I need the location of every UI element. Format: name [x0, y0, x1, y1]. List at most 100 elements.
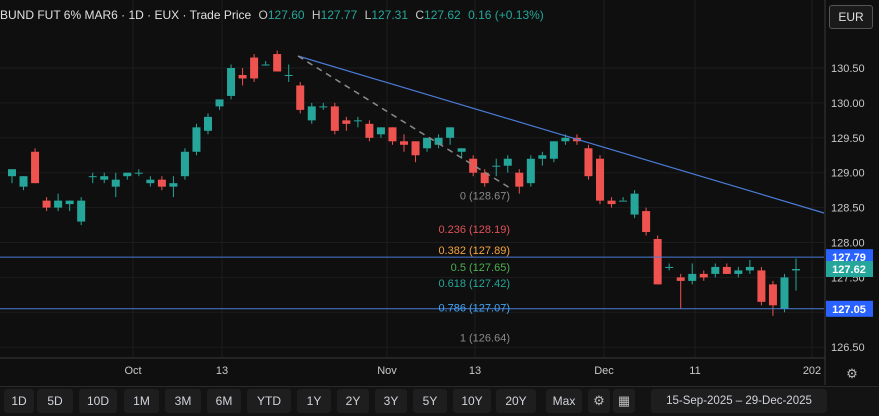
fib-level-label: 0.618 (127.42) — [438, 278, 510, 290]
candle-body — [423, 137, 432, 149]
candle-body — [100, 176, 109, 180]
candle-body — [365, 123, 374, 138]
chart-settings-icon[interactable]: ⚙ — [846, 366, 858, 381]
time-tick-label: Dec — [594, 365, 614, 377]
candle-body — [296, 85, 305, 110]
candle-body — [400, 141, 408, 145]
price-tick-label: 129.50 — [831, 133, 865, 145]
timeframe-5d-button[interactable]: 5D — [37, 389, 73, 413]
candle-body — [480, 172, 489, 184]
candle-body — [619, 200, 628, 202]
hline-price-tag: 127.05 — [832, 304, 866, 316]
time-tick-label: 13 — [216, 365, 228, 377]
price-tick-label: 128.50 — [831, 203, 865, 215]
open-label: O — [258, 8, 268, 22]
last-price-tag: 127.62 — [832, 264, 866, 276]
candle-body — [319, 106, 328, 108]
candle-body — [261, 64, 270, 66]
candle-body — [376, 127, 385, 135]
low-label: L — [364, 8, 372, 22]
candle-body — [711, 266, 720, 274]
fib-level-label: 0.786 (127.07) — [438, 302, 510, 314]
candle-body — [123, 172, 132, 177]
candle-body — [538, 155, 547, 159]
timeframe-3y-button[interactable]: 3Y — [375, 389, 407, 413]
candle-body — [446, 127, 455, 138]
candle-body — [515, 172, 524, 187]
candle-body — [526, 158, 535, 184]
candle-body — [607, 200, 616, 205]
candle-body — [134, 172, 143, 174]
price-tick-label: 130.50 — [831, 63, 865, 75]
candle-body — [54, 200, 63, 208]
candle-body — [792, 269, 800, 271]
candle-body — [146, 179, 155, 184]
candle-body — [192, 127, 201, 152]
candle-body — [250, 57, 259, 79]
candle-body — [688, 273, 697, 281]
candle-body — [722, 266, 731, 274]
price-tick-label: 130.00 — [831, 98, 865, 110]
timeframe-20y-button[interactable]: 20Y — [496, 389, 536, 413]
calendar-icon[interactable]: ▦ — [613, 389, 635, 413]
candle-body — [238, 74, 247, 79]
candle-body — [469, 158, 478, 173]
high-value: 127.77 — [320, 8, 358, 22]
timeframe-ytd-button[interactable]: YTD — [247, 389, 291, 413]
candle-body — [330, 106, 339, 131]
price-tick-label: 126.50 — [831, 342, 865, 354]
candle-body — [642, 211, 651, 233]
timeframe-max-button[interactable]: Max — [546, 389, 582, 413]
price-chart[interactable]: 0 (128.67) 0.236 (128.19) 0.382 (127.89) 0.… — [0, 0, 879, 385]
fib-level-label: 0 (128.67) — [460, 191, 510, 203]
time-tick-label: Oct — [124, 365, 141, 377]
fib-level-label: 0.236 (128.19) — [438, 224, 510, 236]
candle-body — [768, 284, 777, 306]
timeframe-1y-button[interactable]: 1Y — [297, 389, 331, 413]
timeframe-3m-button[interactable]: 3M — [165, 389, 201, 413]
fib-level-label: 1 (126.64) — [460, 332, 510, 344]
price-tick-label: 129.00 — [831, 168, 865, 180]
timeframe-6m-button[interactable]: 6M — [207, 389, 241, 413]
candle-body — [77, 200, 86, 222]
fib-level-label: 0.382 (127.89) — [438, 245, 510, 257]
timeframe-1d-button[interactable]: 1D — [4, 389, 34, 413]
hline-price-tag-bg — [826, 300, 873, 317]
close-value: 127.62 — [424, 8, 461, 22]
candle-body — [307, 106, 316, 121]
last-price-tag-bg — [826, 261, 873, 278]
high-label: H — [311, 8, 321, 22]
timeframe-10d-button[interactable]: 10D — [79, 389, 117, 413]
candle-body — [169, 183, 178, 187]
candle-body — [111, 179, 120, 187]
timeframe-2y-button[interactable]: 2Y — [337, 389, 369, 413]
candle-body — [676, 277, 685, 281]
candle-body — [630, 193, 639, 215]
fib-level-label: 0.5 (127.65) — [451, 262, 510, 274]
candle-body — [665, 266, 674, 268]
change-value: 0.16 (+0.13%) — [468, 8, 544, 22]
time-tick-label: 202 — [803, 365, 821, 377]
candle-body — [699, 273, 708, 278]
currency-selector[interactable]: EUR — [829, 5, 873, 29]
date-range-text: 15-Sep-2025 – 29-Dec-2025 — [666, 395, 812, 407]
open-value: 127.60 — [267, 8, 305, 22]
time-tick-label: 11 — [689, 365, 700, 377]
symbol-legend: BUND FUT 6% MAR6 · 1D · EUX · Trade Pric… — [0, 8, 544, 22]
timeframe-1m-button[interactable]: 1M — [124, 389, 159, 413]
candle-body — [342, 120, 351, 124]
currency-label: EUR — [838, 10, 864, 24]
bottom-toolbar: 1D 5D 10D 1M 3M 6M YTD 1Y 2Y 3Y 5Y 10Y 20Y Max ⚙ ▦ 15… — [0, 386, 879, 416]
candle-body — [31, 151, 40, 184]
timeframe-5y-button[interactable]: 5Y — [413, 389, 447, 413]
gear-icon[interactable]: ⚙ — [588, 389, 610, 413]
candle-body — [215, 99, 224, 107]
time-tick-label: 13 — [469, 365, 481, 377]
timeframe-10y-button[interactable]: 10Y — [453, 389, 491, 413]
candle-body — [388, 127, 397, 142]
candle-body — [227, 68, 236, 96]
date-range-display[interactable]: 15-Sep-2025 – 29-Dec-2025 — [651, 389, 827, 413]
candle-body — [65, 200, 74, 205]
candle-body — [353, 120, 362, 122]
